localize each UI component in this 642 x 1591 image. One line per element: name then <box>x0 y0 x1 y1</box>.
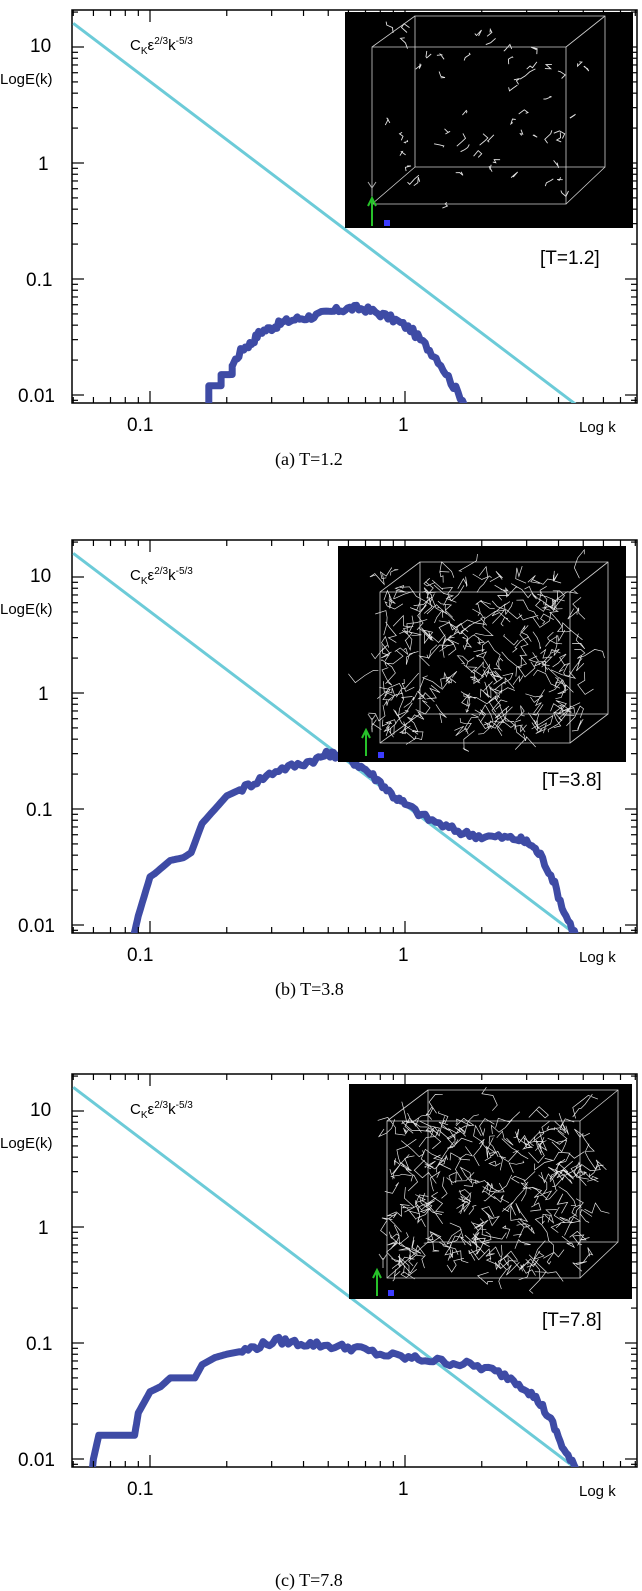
time-label: [T=1.2] <box>540 248 600 269</box>
time-label: [T=3.8] <box>542 770 602 791</box>
inset-render <box>349 1084 632 1299</box>
plot-frame <box>71 9 638 404</box>
panel-caption: (b) T=3.8 <box>275 979 344 1000</box>
x-tick-label: 0.1 <box>127 1479 153 1500</box>
y-tick-label: 0.1 <box>26 800 52 821</box>
panel-caption: (a) T=1.2 <box>275 449 343 470</box>
spectrum-line <box>89 1333 579 1467</box>
y-tick-label: 0.01 <box>18 386 55 407</box>
time-label: [T=7.8] <box>542 1310 602 1331</box>
y-axis-label: LogE(k) <box>0 1135 53 1152</box>
spectrum-line <box>205 301 468 403</box>
vortex-structures <box>377 1087 610 1294</box>
axis-ticks <box>72 540 637 933</box>
vortex-structures <box>348 548 605 752</box>
y-axis-label: LogE(k) <box>0 601 53 618</box>
x-tick-label: 0.1 <box>127 945 153 966</box>
x-axis-label: Log k <box>579 1483 616 1500</box>
x-tick-label: 1 <box>398 1479 409 1500</box>
plot-frame <box>71 539 638 934</box>
panel-c: 10 1 0.1 0.01 LogE(k) 0.1 1 Log k CKε2/3… <box>0 1073 638 1591</box>
panel-caption: (c) T=7.8 <box>275 1570 343 1591</box>
y-tick-label: 10 <box>30 36 51 57</box>
y-tick-label: 10 <box>30 566 51 587</box>
y-tick-label: 1 <box>38 1218 49 1239</box>
vortex-structures <box>384 21 590 209</box>
x-tick-label: 1 <box>398 415 409 436</box>
x-axis-label: Log k <box>579 419 616 436</box>
y-tick-label: 1 <box>38 154 49 175</box>
kolmogorov-formula: CKε2/3k-5/3 <box>130 566 193 587</box>
y-tick-label: 1 <box>38 684 49 705</box>
y-tick-label: 0.01 <box>18 916 55 937</box>
axis-ticks <box>72 1074 637 1467</box>
inset-render <box>345 12 633 228</box>
spectrum-line <box>130 747 579 933</box>
reference-line <box>72 1086 577 1467</box>
x-axis-label: Log k <box>579 949 616 966</box>
y-axis-label: LogE(k) <box>0 71 53 88</box>
reference-line <box>72 22 577 403</box>
y-tick-label: 0.1 <box>26 1334 52 1355</box>
kolmogorov-formula: CKε2/3k-5/3 <box>130 36 193 57</box>
panel-b: 10 1 0.1 0.01 LogE(k) 0.1 1 Log k CKε2/3… <box>0 539 638 1000</box>
plot-frame <box>71 1073 638 1468</box>
panel-a: 10 1 0.1 0.01 LogE(k) 0.1 1 Log k CKε2/3… <box>0 9 638 470</box>
x-tick-label: 0.1 <box>127 415 153 436</box>
plot-area <box>72 1086 579 1467</box>
y-tick-label: 0.1 <box>26 270 52 291</box>
x-tick-label: 1 <box>398 945 409 966</box>
y-tick-label: 10 <box>30 1100 51 1121</box>
plot-area <box>72 22 577 403</box>
kolmogorov-formula: CKε2/3k-5/3 <box>130 1100 193 1121</box>
y-tick-label: 0.01 <box>18 1450 55 1471</box>
inset-render <box>338 546 626 762</box>
